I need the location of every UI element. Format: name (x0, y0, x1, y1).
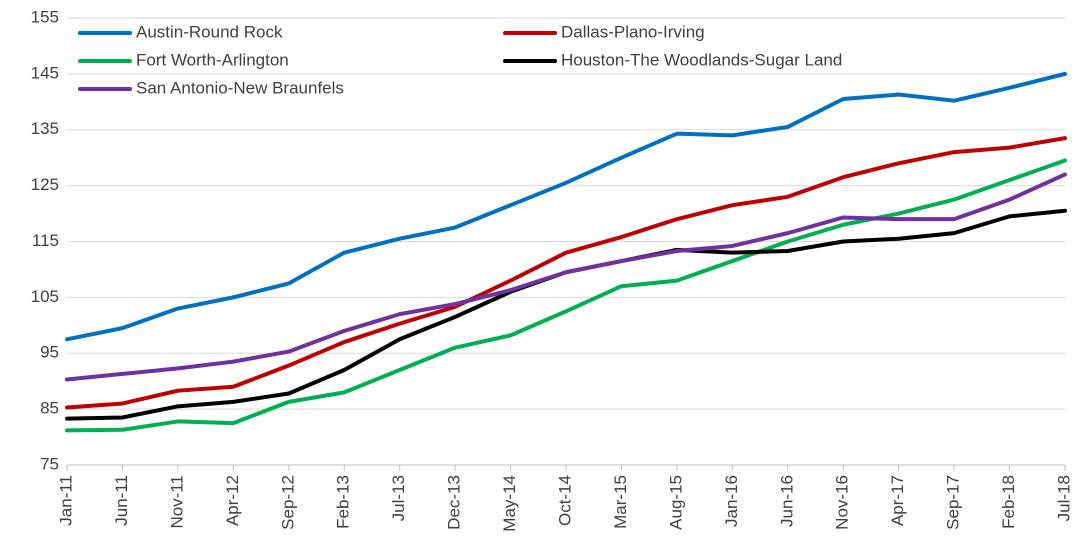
x-tick-label: Mar-15 (611, 475, 630, 529)
legend-label: Houston-The Woodlands-Sugar Land (561, 50, 842, 69)
series-line (65, 158, 1067, 433)
x-tick-label: Feb-18 (999, 475, 1018, 529)
series-line (65, 172, 1067, 382)
y-tick-label: 85 (40, 399, 59, 418)
legend-label: Austin-Round Rock (136, 22, 283, 41)
y-tick-label: 105 (31, 287, 59, 306)
y-tick-label: 115 (32, 231, 59, 250)
y-tick-label: 75 (40, 454, 59, 473)
y-tick-label: 95 (40, 343, 59, 362)
x-tick-label: May-14 (500, 475, 519, 532)
x-tick-label: Jul-13 (389, 475, 408, 521)
y-tick-label: 155 (31, 7, 59, 26)
x-tick-label: Jun-16 (777, 475, 796, 527)
legend-label: Dallas-Plano-Irving (561, 22, 705, 41)
x-tick-label: Sep-12 (278, 475, 297, 530)
legend-label: Fort Worth-Arlington (136, 50, 289, 69)
y-tick-label: 125 (31, 175, 59, 194)
x-tick-label: Oct-14 (555, 475, 574, 526)
series-line (65, 136, 1067, 410)
legend-label: San Antonio-New Braunfels (136, 78, 344, 97)
x-tick-label: Apr-17 (888, 475, 907, 526)
y-tick-label: 135 (31, 119, 59, 138)
x-tick-label: Nov-16 (833, 475, 852, 530)
x-tick-label: Dec-13 (445, 475, 464, 530)
x-tick-label: Aug-15 (666, 475, 685, 530)
series-line (65, 71, 1067, 342)
x-tick-label: Feb-13 (334, 475, 353, 529)
x-tick-label: Jul-18 (1054, 475, 1073, 521)
y-tick-label: 145 (31, 63, 59, 82)
x-tick-label: Nov-11 (167, 475, 186, 529)
x-tick-label: Jun-11 (112, 475, 131, 526)
x-tick-label: Apr-12 (223, 475, 242, 526)
x-tick-label: Sep-17 (944, 475, 963, 530)
x-tick-label: Jan-16 (722, 475, 741, 527)
x-tick-label: Jan-11 (56, 475, 75, 526)
